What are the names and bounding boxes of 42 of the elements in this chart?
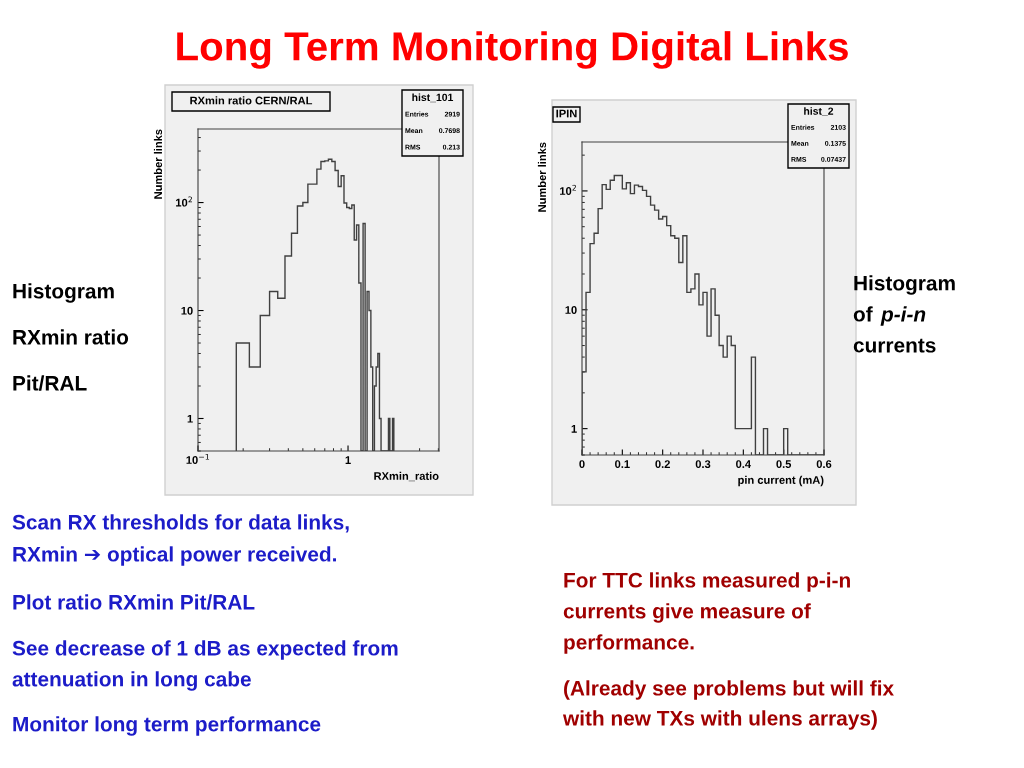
text: Histogram	[13, 283, 114, 303]
text: For TTC links measured p-i-n	[564, 572, 850, 592]
y-axis-title: Number links	[537, 142, 547, 212]
text: See decrease of 1 dB as expected from	[12, 640, 398, 660]
x-tick-label: 0.5	[776, 460, 792, 469]
x-tick-label: 0	[579, 460, 585, 469]
text: with new TXs with ulens arrays)	[562, 710, 877, 730]
x-tick-label: 10$^{−1}$	[186, 453, 210, 464]
x-tick-label: 0.6	[816, 460, 832, 469]
text: currents	[853, 338, 936, 353]
chart-title: RXmin ratio CERN/RAL	[190, 96, 313, 105]
text: performance.	[564, 634, 694, 654]
y-tick-label: 10	[181, 306, 193, 315]
text: RXmin ratio	[13, 329, 129, 345]
x-tick-label: 0.3	[695, 460, 711, 469]
text: currents give measure of	[563, 603, 811, 623]
text: RXmin ➔ optical power received.	[13, 546, 336, 566]
text: p-i-n	[880, 306, 926, 326]
x-axis-title: pin current (mA)	[738, 475, 824, 487]
text: Monitor long term performance	[13, 716, 321, 736]
x-tick-label: 0.4	[736, 460, 751, 469]
x-axis-title: RXmin_ratio	[374, 471, 439, 482]
text: hist_101	[412, 93, 454, 103]
text: (Already see problems but will fix	[564, 680, 894, 700]
text: of	[853, 306, 873, 322]
chart-title: IPIN	[556, 109, 577, 118]
y-axis-title: Number links	[153, 129, 163, 199]
text: hist_2	[804, 107, 834, 116]
y-tick-label: 1	[187, 414, 193, 423]
y-tick-label: 1	[571, 425, 577, 433]
text: Pit/RAL	[13, 375, 87, 391]
x-tick-label: 0.1	[615, 460, 630, 469]
y-tick-label: 10$^{2}$	[176, 196, 192, 207]
text: Long Term Monitoring Digital Links	[177, 31, 848, 69]
x-tick-label: 1	[345, 456, 351, 464]
text: Histogram	[854, 275, 955, 295]
text: Scan RX thresholds for data links,	[12, 514, 349, 533]
x-tick-label: 0.2	[655, 460, 670, 469]
y-tick-label: 10$^{2}$	[560, 184, 576, 195]
y-tick-label: 10	[565, 306, 577, 314]
text: Plot ratio RXmin Pit/RAL	[13, 594, 255, 610]
text: attenuation in long cabe	[12, 671, 251, 691]
